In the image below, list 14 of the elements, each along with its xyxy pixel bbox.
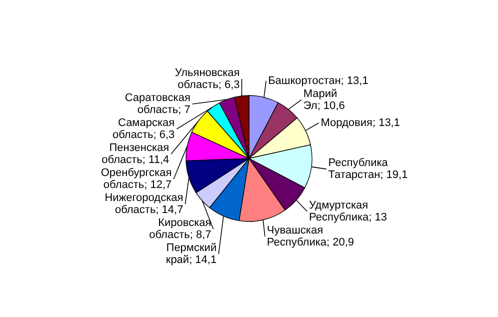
- slice-label: Республика Татарстан; 19,1: [328, 157, 408, 182]
- slice-label: Оренбургская область; 12,7: [100, 167, 172, 192]
- slice-label: Пензенская область; 11,4: [102, 142, 170, 166]
- slice-label: Самарская область; 6,3: [112, 117, 175, 142]
- slice-label: Мордовия; 13,1: [320, 117, 400, 130]
- slice-label: Удмуртская Республика; 13: [309, 199, 387, 224]
- slice-label: Башкортостан; 13,1: [268, 74, 368, 87]
- slice-label: Саратовская область; 7: [124, 92, 190, 116]
- slice-label: Нижегородская область; 14,7: [104, 192, 184, 216]
- slice-label: Кировская область; 8,7: [149, 217, 212, 242]
- slice-label: Чувашская Республика; 20,9: [266, 224, 354, 248]
- slice-label: Пермский край; 14,1: [166, 242, 217, 266]
- slice-label: Ульяновская область; 6,3: [174, 67, 240, 92]
- slice-label: Марий Эл; 10,6: [303, 88, 345, 112]
